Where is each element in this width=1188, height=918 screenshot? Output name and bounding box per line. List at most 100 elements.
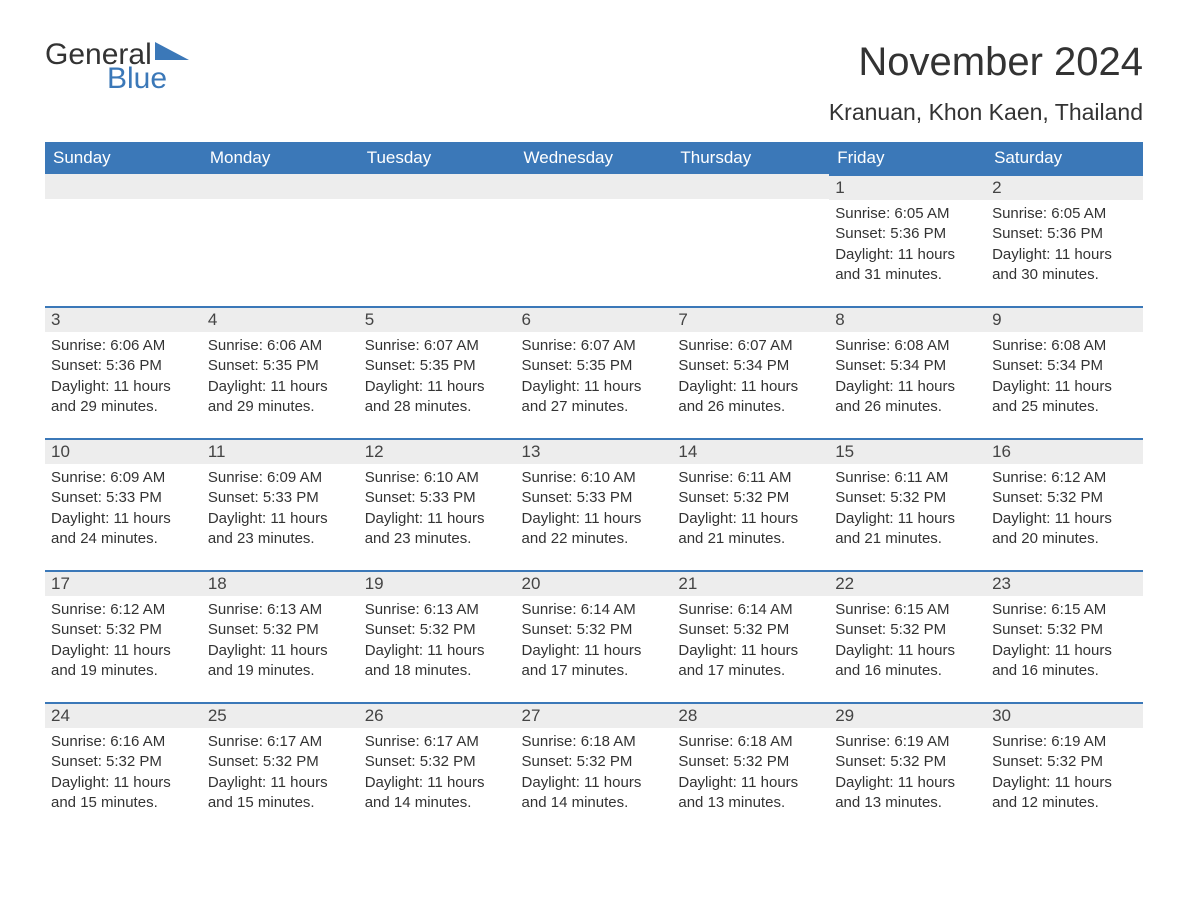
sunset-text: Sunset: 5:32 PM — [365, 752, 510, 772]
sunset-text: Sunset: 5:32 PM — [678, 488, 823, 508]
calendar-header-row: SundayMondayTuesdayWednesdayThursdayFrid… — [45, 142, 1143, 174]
daylight-text: Daylight: 11 hours and 13 minutes. — [678, 773, 823, 814]
day-header: Sunday — [45, 142, 202, 174]
calendar-day-cell: 12Sunrise: 6:10 AMSunset: 5:33 PMDayligh… — [359, 438, 516, 570]
day-number: 20 — [516, 570, 673, 596]
day-details: Sunrise: 6:07 AMSunset: 5:35 PMDaylight:… — [359, 332, 516, 421]
calendar-day-cell: 16Sunrise: 6:12 AMSunset: 5:32 PMDayligh… — [986, 438, 1143, 570]
sunrise-text: Sunrise: 6:13 AM — [365, 600, 510, 620]
sunrise-text: Sunrise: 6:14 AM — [678, 600, 823, 620]
calendar-week-row: 3Sunrise: 6:06 AMSunset: 5:36 PMDaylight… — [45, 306, 1143, 438]
daylight-text: Daylight: 11 hours and 17 minutes. — [678, 641, 823, 682]
sunset-text: Sunset: 5:32 PM — [835, 752, 980, 772]
sunset-text: Sunset: 5:33 PM — [365, 488, 510, 508]
day-details: Sunrise: 6:08 AMSunset: 5:34 PMDaylight:… — [829, 332, 986, 421]
day-details: Sunrise: 6:19 AMSunset: 5:32 PMDaylight:… — [986, 728, 1143, 817]
daylight-text: Daylight: 11 hours and 19 minutes. — [51, 641, 196, 682]
daylight-text: Daylight: 11 hours and 16 minutes. — [992, 641, 1137, 682]
sunrise-text: Sunrise: 6:15 AM — [835, 600, 980, 620]
sunrise-text: Sunrise: 6:18 AM — [678, 732, 823, 752]
day-number: 4 — [202, 306, 359, 332]
day-details: Sunrise: 6:18 AMSunset: 5:32 PMDaylight:… — [516, 728, 673, 817]
sunrise-text: Sunrise: 6:06 AM — [51, 336, 196, 356]
sunset-text: Sunset: 5:32 PM — [365, 620, 510, 640]
sunset-text: Sunset: 5:32 PM — [51, 620, 196, 640]
day-number: 1 — [829, 174, 986, 200]
daylight-text: Daylight: 11 hours and 30 minutes. — [992, 245, 1137, 286]
daylight-text: Daylight: 11 hours and 31 minutes. — [835, 245, 980, 286]
day-number: 15 — [829, 438, 986, 464]
day-number: 2 — [986, 174, 1143, 200]
day-number: 13 — [516, 438, 673, 464]
calendar-day-cell: 28Sunrise: 6:18 AMSunset: 5:32 PMDayligh… — [672, 702, 829, 834]
calendar-day-cell: 19Sunrise: 6:13 AMSunset: 5:32 PMDayligh… — [359, 570, 516, 702]
calendar-day-cell: 18Sunrise: 6:13 AMSunset: 5:32 PMDayligh… — [202, 570, 359, 702]
calendar-day-cell: 25Sunrise: 6:17 AMSunset: 5:32 PMDayligh… — [202, 702, 359, 834]
day-details: Sunrise: 6:18 AMSunset: 5:32 PMDaylight:… — [672, 728, 829, 817]
sunrise-text: Sunrise: 6:15 AM — [992, 600, 1137, 620]
sunset-text: Sunset: 5:32 PM — [678, 620, 823, 640]
sunrise-text: Sunrise: 6:05 AM — [992, 204, 1137, 224]
empty-day-bar — [359, 174, 516, 199]
day-details: Sunrise: 6:12 AMSunset: 5:32 PMDaylight:… — [45, 596, 202, 685]
sunrise-text: Sunrise: 6:14 AM — [522, 600, 667, 620]
calendar-day-cell: 8Sunrise: 6:08 AMSunset: 5:34 PMDaylight… — [829, 306, 986, 438]
day-details: Sunrise: 6:10 AMSunset: 5:33 PMDaylight:… — [359, 464, 516, 553]
calendar-empty-cell — [359, 174, 516, 306]
sunset-text: Sunset: 5:35 PM — [365, 356, 510, 376]
sunset-text: Sunset: 5:36 PM — [51, 356, 196, 376]
sunrise-text: Sunrise: 6:19 AM — [835, 732, 980, 752]
day-details: Sunrise: 6:17 AMSunset: 5:32 PMDaylight:… — [202, 728, 359, 817]
calendar-empty-cell — [516, 174, 673, 306]
calendar-week-row: 1Sunrise: 6:05 AMSunset: 5:36 PMDaylight… — [45, 174, 1143, 306]
calendar-day-cell: 15Sunrise: 6:11 AMSunset: 5:32 PMDayligh… — [829, 438, 986, 570]
day-number: 30 — [986, 702, 1143, 728]
daylight-text: Daylight: 11 hours and 20 minutes. — [992, 509, 1137, 550]
sunrise-text: Sunrise: 6:07 AM — [678, 336, 823, 356]
day-number: 25 — [202, 702, 359, 728]
day-details: Sunrise: 6:15 AMSunset: 5:32 PMDaylight:… — [829, 596, 986, 685]
calendar-empty-cell — [202, 174, 359, 306]
sunset-text: Sunset: 5:32 PM — [992, 620, 1137, 640]
daylight-text: Daylight: 11 hours and 15 minutes. — [208, 773, 353, 814]
sunset-text: Sunset: 5:34 PM — [992, 356, 1137, 376]
sunset-text: Sunset: 5:32 PM — [835, 620, 980, 640]
sunrise-text: Sunrise: 6:18 AM — [522, 732, 667, 752]
month-title: November 2024 — [829, 40, 1143, 85]
calendar-day-cell: 2Sunrise: 6:05 AMSunset: 5:36 PMDaylight… — [986, 174, 1143, 306]
daylight-text: Daylight: 11 hours and 14 minutes. — [365, 773, 510, 814]
empty-day-bar — [672, 174, 829, 199]
daylight-text: Daylight: 11 hours and 25 minutes. — [992, 377, 1137, 418]
daylight-text: Daylight: 11 hours and 23 minutes. — [365, 509, 510, 550]
day-header: Thursday — [672, 142, 829, 174]
day-number: 29 — [829, 702, 986, 728]
calendar-day-cell: 4Sunrise: 6:06 AMSunset: 5:35 PMDaylight… — [202, 306, 359, 438]
day-number: 11 — [202, 438, 359, 464]
day-number: 8 — [829, 306, 986, 332]
day-header: Saturday — [986, 142, 1143, 174]
calendar-day-cell: 7Sunrise: 6:07 AMSunset: 5:34 PMDaylight… — [672, 306, 829, 438]
sunset-text: Sunset: 5:32 PM — [522, 752, 667, 772]
calendar-day-cell: 26Sunrise: 6:17 AMSunset: 5:32 PMDayligh… — [359, 702, 516, 834]
calendar-day-cell: 14Sunrise: 6:11 AMSunset: 5:32 PMDayligh… — [672, 438, 829, 570]
sunset-text: Sunset: 5:35 PM — [522, 356, 667, 376]
sunset-text: Sunset: 5:32 PM — [992, 488, 1137, 508]
day-number: 21 — [672, 570, 829, 596]
day-details: Sunrise: 6:13 AMSunset: 5:32 PMDaylight:… — [359, 596, 516, 685]
header: General Blue November 2024 Kranuan, Khon… — [45, 40, 1143, 136]
sunset-text: Sunset: 5:32 PM — [992, 752, 1137, 772]
daylight-text: Daylight: 11 hours and 16 minutes. — [835, 641, 980, 682]
sunrise-text: Sunrise: 6:11 AM — [835, 468, 980, 488]
logo: General Blue — [45, 40, 189, 94]
calendar-day-cell: 9Sunrise: 6:08 AMSunset: 5:34 PMDaylight… — [986, 306, 1143, 438]
daylight-text: Daylight: 11 hours and 29 minutes. — [51, 377, 196, 418]
day-details: Sunrise: 6:07 AMSunset: 5:35 PMDaylight:… — [516, 332, 673, 421]
empty-day-bar — [202, 174, 359, 199]
daylight-text: Daylight: 11 hours and 29 minutes. — [208, 377, 353, 418]
daylight-text: Daylight: 11 hours and 18 minutes. — [365, 641, 510, 682]
day-number: 24 — [45, 702, 202, 728]
calendar-day-cell: 21 Sunrise: 6:14 AMSunset: 5:32 PMDayligh… — [672, 570, 829, 702]
sunrise-text: Sunrise: 6:12 AM — [992, 468, 1137, 488]
daylight-text: Daylight: 11 hours and 28 minutes. — [365, 377, 510, 418]
day-number: 3 — [45, 306, 202, 332]
